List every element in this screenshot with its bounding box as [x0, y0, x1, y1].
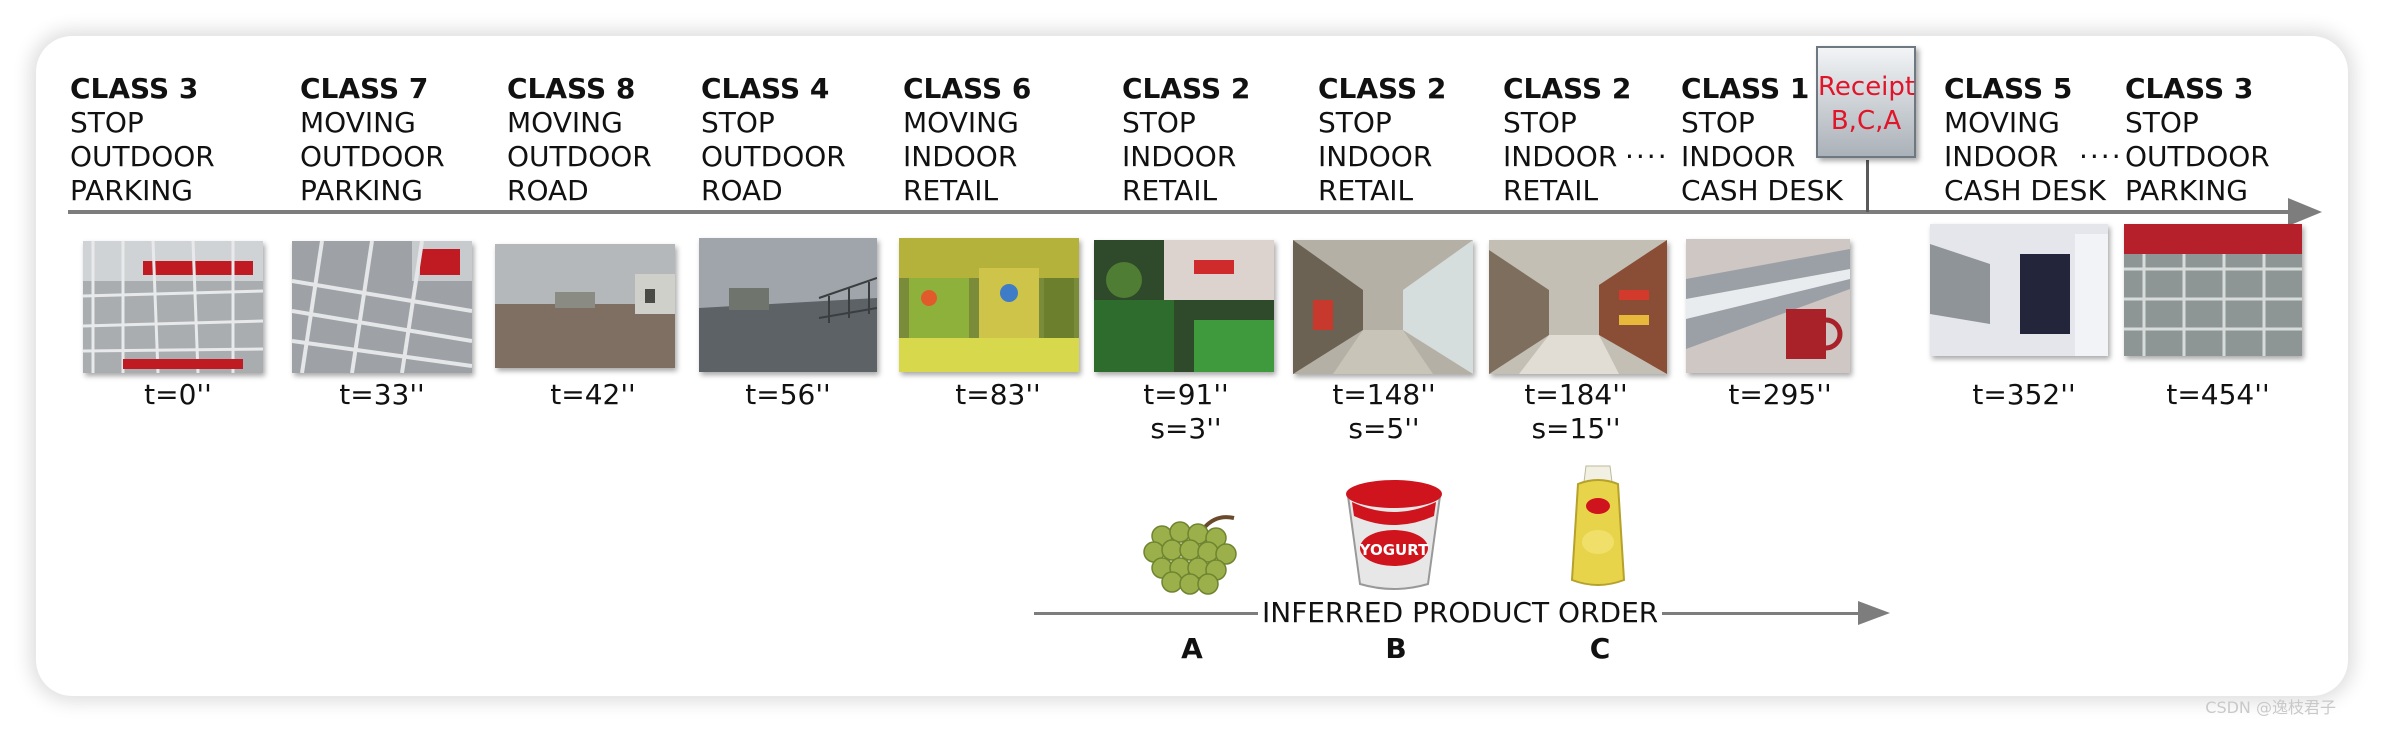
location: OUTDOOR — [70, 140, 215, 173]
location: OUTDOOR — [300, 140, 445, 173]
yogurt-label: YOGURT — [1359, 541, 1429, 559]
class-name: CLASS 3 — [70, 72, 199, 105]
time-label-7: t=148'' — [1332, 378, 1436, 411]
motion-state: STOP — [1122, 106, 1196, 139]
location: INDOOR — [1681, 140, 1796, 173]
time-label-4: t=56'' — [745, 378, 831, 411]
area-type: PARKING — [70, 174, 193, 207]
area-type: ROAD — [507, 174, 589, 207]
time-label-9: t=295'' — [1728, 378, 1832, 411]
motion-state: MOVING — [903, 106, 1019, 139]
time-label-3: t=42'' — [550, 378, 636, 411]
area-type: RETAIL — [903, 174, 999, 207]
stage-label-6: CLASS 2 STOP INDOOR RETAIL — [1122, 72, 1250, 208]
photo-cash-desk-1 — [1686, 239, 1850, 373]
stage-label-9: CLASS 1 STOP INDOOR CASH DESK — [1681, 72, 1843, 208]
motion-state: STOP — [1318, 106, 1392, 139]
time-label-2: t=33'' — [339, 378, 425, 411]
product-letter-c: C — [1589, 632, 1611, 665]
ellipsis-1: ···· — [1625, 140, 1669, 173]
stage-label-8: CLASS 2 STOP INDOOR RETAIL — [1503, 72, 1631, 208]
stage-label-10: CLASS 5 MOVING INDOOR CASH DESK — [1944, 72, 2106, 208]
area-type: CASH DESK — [1681, 174, 1843, 207]
receipt-box: Receipt B,C,A — [1816, 46, 1916, 158]
stage-label-4: CLASS 4 STOP OUTDOOR ROAD — [701, 72, 846, 208]
time-label-11: t=454'' — [2166, 378, 2270, 411]
yogurt-icon: YOGURT — [1342, 476, 1446, 598]
class-name: CLASS 3 — [2125, 72, 2254, 105]
photo-cart-parking-3 — [2124, 224, 2302, 356]
class-name: CLASS 2 — [1503, 72, 1632, 105]
motion-state: STOP — [70, 106, 144, 139]
location: INDOOR — [903, 140, 1018, 173]
stage-label-3: CLASS 8 MOVING OUTDOOR ROAD — [507, 72, 652, 208]
location: OUTDOOR — [507, 140, 652, 173]
area-type: PARKING — [300, 174, 423, 207]
class-name: CLASS 7 — [300, 72, 429, 105]
stage-label-11: CLASS 3 STOP OUTDOOR PARKING — [2125, 72, 2270, 208]
stage-label-5: CLASS 6 MOVING INDOOR RETAIL — [903, 72, 1031, 208]
class-name: CLASS 4 — [701, 72, 830, 105]
stop-duration-8: s=15'' — [1531, 412, 1621, 445]
ellipsis-2: ···· — [2079, 140, 2123, 173]
location: INDOOR — [1122, 140, 1237, 173]
class-name: CLASS 8 — [507, 72, 636, 105]
product-letter-b: B — [1385, 632, 1407, 665]
photo-cart-parking-2 — [292, 241, 472, 373]
time-label-6: t=91'' — [1143, 378, 1229, 411]
class-name: CLASS 2 — [1318, 72, 1447, 105]
stage-label-1: CLASS 3 STOP OUTDOOR PARKING — [70, 72, 215, 208]
class-name: CLASS 6 — [903, 72, 1032, 105]
time-label-8: t=184'' — [1524, 378, 1628, 411]
receipt-order: B,C,A — [1830, 106, 1902, 136]
motion-state: STOP — [701, 106, 775, 139]
area-type: RETAIL — [1122, 174, 1218, 207]
product-order-arrowhead — [1858, 601, 1890, 625]
time-label-10: t=352'' — [1972, 378, 2076, 411]
location: OUTDOOR — [2125, 140, 2270, 173]
class-name: CLASS 1 — [1681, 72, 1810, 105]
area-type: PARKING — [2125, 174, 2248, 207]
watermark: CSDN @逸枝君子 — [2205, 698, 2336, 717]
area-type: RETAIL — [1503, 174, 1599, 207]
motion-state: MOVING — [1944, 106, 2060, 139]
receipt-title: Receipt — [1818, 72, 1916, 102]
grapes-icon — [1132, 506, 1252, 600]
area-type: CASH DESK — [1944, 174, 2106, 207]
class-name: CLASS 2 — [1122, 72, 1251, 105]
receipt-marker-line — [1866, 160, 1869, 212]
product-order-label: INFERRED PRODUCT ORDER — [1258, 596, 1663, 630]
pasta-bag-icon — [1568, 462, 1628, 596]
timeline-arrowhead — [2288, 198, 2322, 226]
location: INDOOR — [1503, 140, 1618, 173]
location: INDOOR — [1318, 140, 1433, 173]
photo-retail-entrance — [899, 238, 1079, 372]
area-type: ROAD — [701, 174, 783, 207]
photo-outdoor-road-2 — [699, 238, 877, 372]
stop-duration-7: s=5'' — [1348, 412, 1420, 445]
time-label-5: t=83'' — [955, 378, 1041, 411]
photo-retail-aisle-1 — [1293, 240, 1473, 374]
photo-retail-fruit — [1094, 240, 1274, 372]
motion-state: MOVING — [300, 106, 416, 139]
class-name: CLASS 5 — [1944, 72, 2073, 105]
photo-retail-aisle-2 — [1489, 240, 1667, 374]
time-label-1: t=0'' — [144, 378, 212, 411]
stage-label-2: CLASS 7 MOVING OUTDOOR PARKING — [300, 72, 445, 208]
motion-state: STOP — [2125, 106, 2199, 139]
photo-outdoor-road — [495, 244, 675, 368]
area-type: RETAIL — [1318, 174, 1414, 207]
location: INDOOR — [1944, 140, 2059, 173]
motion-state: STOP — [1681, 106, 1755, 139]
timeline-axis — [68, 210, 2290, 214]
product-letter-a: A — [1181, 632, 1203, 665]
motion-state: MOVING — [507, 106, 623, 139]
stage-label-7: CLASS 2 STOP INDOOR RETAIL — [1318, 72, 1446, 208]
stop-duration-6: s=3'' — [1150, 412, 1222, 445]
photo-cart-parking-1 — [83, 241, 263, 373]
photo-cash-desk-2 — [1930, 224, 2108, 356]
motion-state: STOP — [1503, 106, 1577, 139]
location: OUTDOOR — [701, 140, 846, 173]
